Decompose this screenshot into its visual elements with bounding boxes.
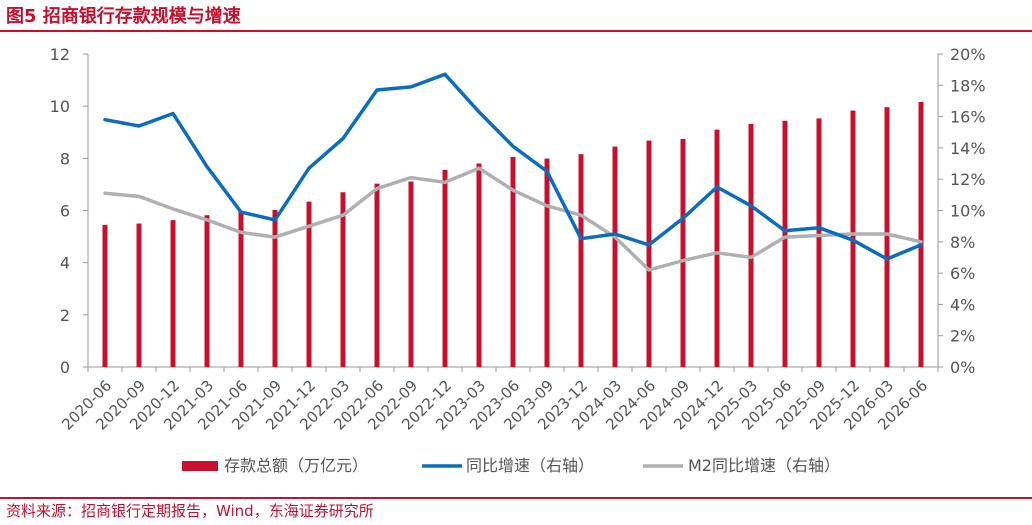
left-tick-label: 2 (60, 306, 70, 325)
right-tick-label: 16% (950, 108, 986, 127)
figure-title: 图5 招商银行存款规模与增速 (6, 6, 241, 27)
deposit-bar (204, 215, 210, 367)
source-rule (0, 497, 1032, 499)
right-tick-label: 6% (950, 264, 975, 283)
deposit-bar (306, 201, 312, 367)
deposit-bar (408, 181, 414, 367)
m2-yoy-line (103, 166, 923, 272)
deposit-bar (340, 192, 346, 367)
bar-series (102, 101, 924, 368)
deposit-bar (680, 139, 686, 367)
deposit-bar (646, 140, 652, 367)
deposit-bar (510, 157, 516, 367)
right-tick-label: 0% (950, 358, 975, 377)
left-tick-label: 4 (60, 254, 70, 273)
right-tick-label: 18% (950, 76, 986, 95)
deposit-bar (170, 220, 176, 367)
right-tick-label: 20% (950, 45, 986, 64)
deposit-bar (578, 154, 584, 367)
deposit-bar (816, 118, 822, 367)
title-rule (0, 30, 1032, 32)
source-note: 资料来源：招商银行定期报告，Wind，东海证券研究所 (6, 502, 374, 520)
left-tick-label: 6 (60, 202, 70, 221)
deposit-bar (272, 209, 278, 367)
deposit-bar (748, 123, 754, 367)
left-tick-label: 12 (50, 45, 70, 64)
deposit-bar (374, 183, 380, 367)
deposit-bar (612, 146, 618, 367)
legend: 存款总额（万亿元） 同比增速（右轴） M2同比增速（右轴） (182, 456, 840, 475)
deposit-bar (714, 129, 720, 367)
right-tick-label: 12% (950, 170, 986, 189)
right-tick-label: 8% (950, 233, 975, 252)
deposit-bar (102, 224, 108, 367)
legend-bar-label: 存款总额（万亿元） (224, 456, 368, 475)
right-tick-label: 10% (950, 202, 986, 221)
deposit-bar (476, 163, 482, 367)
deposit-bar (442, 169, 448, 367)
deposit-bar (544, 158, 550, 367)
deposit-bar (238, 211, 244, 367)
left-tick-label: 10 (50, 97, 70, 116)
line-series (103, 72, 923, 272)
deposit-bar (918, 101, 924, 367)
deposit-bar (782, 120, 788, 367)
right-tick-label: 14% (950, 139, 986, 158)
deposit-bar (884, 107, 890, 368)
chart: 0246810120%2%4%6%8%10%12%14%16%18%20%202… (50, 45, 986, 475)
legend-bar-swatch (182, 461, 218, 471)
legend-yoy-label: 同比增速（右轴） (466, 456, 594, 475)
deposit-yoy-line (103, 72, 923, 261)
deposit-bar (136, 223, 142, 367)
left-tick-label: 0 (60, 358, 70, 377)
left-tick-label: 8 (60, 149, 70, 168)
legend-m2-label: M2同比增速（右轴） (688, 456, 840, 475)
right-tick-label: 2% (950, 327, 975, 346)
axis-labels: 0246810120%2%4%6%8%10%12%14%16%18%20%202… (50, 45, 986, 434)
right-tick-label: 4% (950, 295, 975, 314)
